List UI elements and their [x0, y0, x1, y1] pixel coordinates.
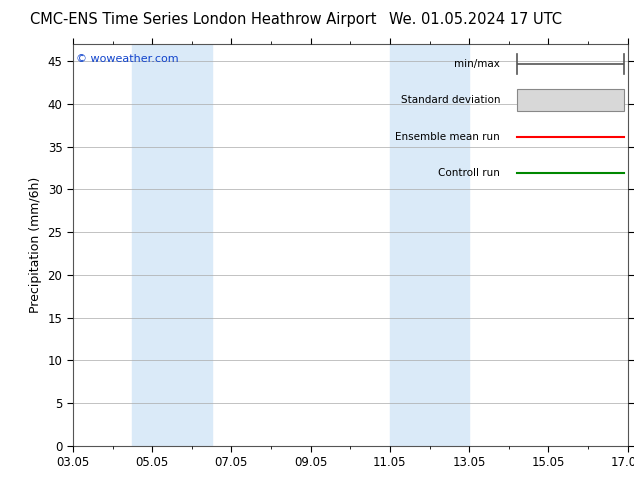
Bar [429, 44, 469, 446]
Text: Controll run: Controll run [438, 168, 500, 178]
Bar [517, 89, 624, 111]
Text: Ensemble mean run: Ensemble mean run [396, 131, 500, 142]
Y-axis label: Precipitation (mm/6h): Precipitation (mm/6h) [29, 177, 42, 313]
Bar [390, 44, 429, 446]
Bar [133, 44, 212, 446]
Text: © woweather.com: © woweather.com [75, 54, 178, 64]
Text: Standard deviation: Standard deviation [401, 96, 500, 105]
Text: We. 01.05.2024 17 UTC: We. 01.05.2024 17 UTC [389, 12, 562, 27]
Text: min/max: min/max [454, 59, 500, 69]
Text: CMC-ENS Time Series London Heathrow Airport: CMC-ENS Time Series London Heathrow Airp… [30, 12, 376, 27]
